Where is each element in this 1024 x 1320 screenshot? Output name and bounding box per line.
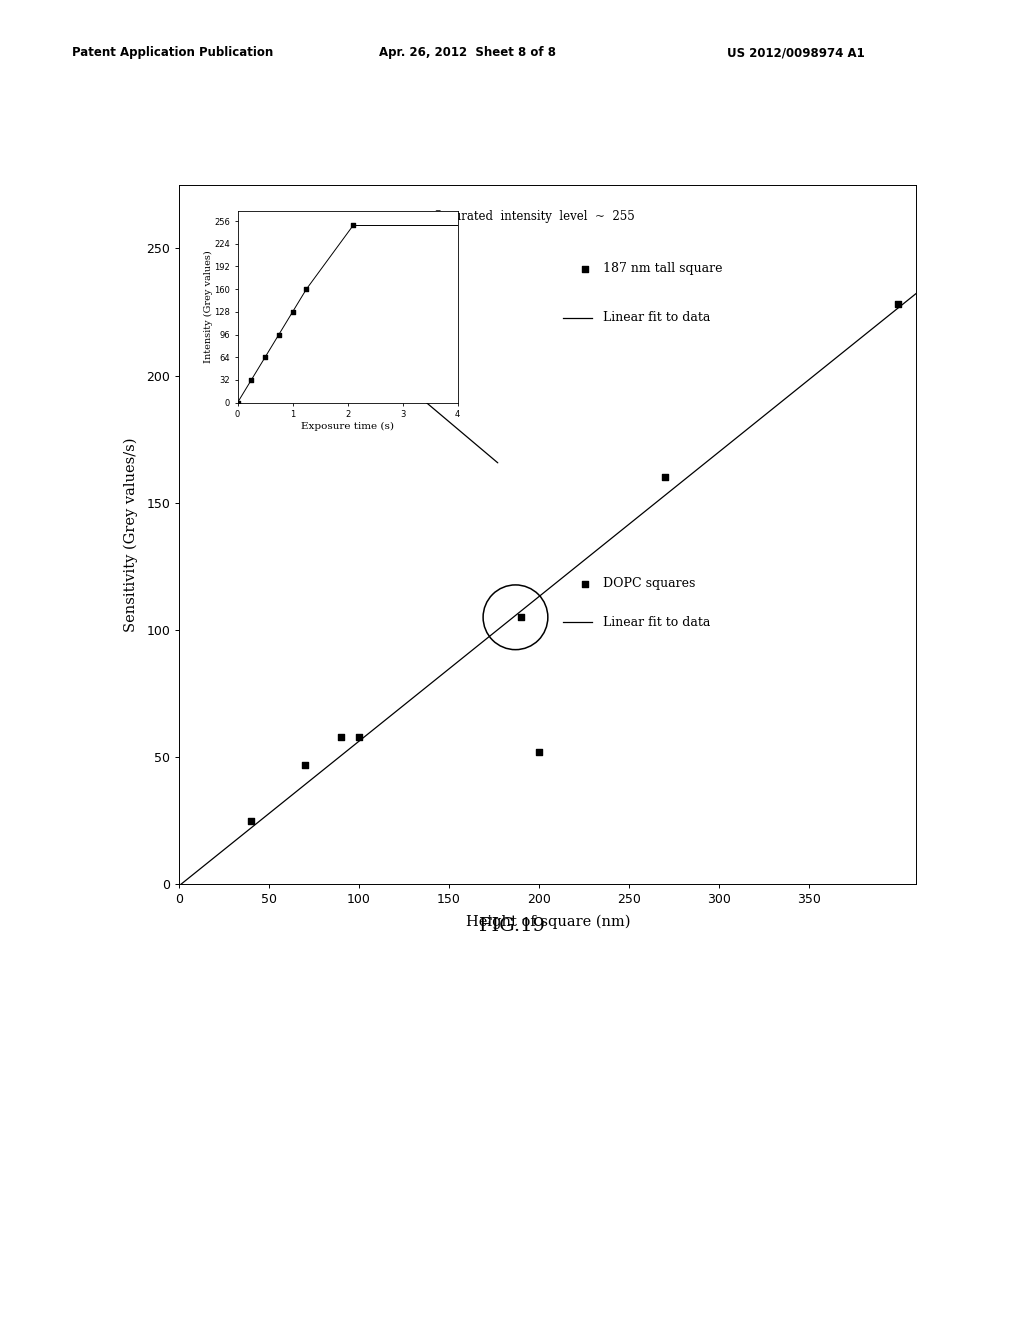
Point [345, 215, 361, 236]
Point [172, 873, 188, 894]
Text: US 2012/0098974 A1: US 2012/0098974 A1 [727, 46, 865, 59]
Point [298, 279, 314, 300]
Point [530, 742, 547, 763]
Point [513, 607, 529, 628]
Text: Linear fit to data: Linear fit to data [603, 312, 711, 325]
Point [333, 726, 349, 747]
Text: Saturated  intensity  level  ~  255: Saturated intensity level ~ 255 [433, 210, 634, 223]
Point [172, 871, 188, 892]
Point [243, 810, 259, 832]
Text: Patent Application Publication: Patent Application Publication [72, 46, 273, 59]
Point [351, 726, 368, 747]
Text: Apr. 26, 2012  Sheet 8 of 8: Apr. 26, 2012 Sheet 8 of 8 [379, 46, 556, 59]
Text: Linear fit to data: Linear fit to data [603, 615, 711, 628]
Point [656, 467, 673, 488]
Text: FIG.19: FIG.19 [478, 916, 546, 935]
Point [890, 294, 906, 315]
Point [297, 754, 313, 775]
Point [257, 347, 273, 368]
Point [270, 323, 287, 345]
Text: 187 nm tall square: 187 nm tall square [603, 263, 723, 276]
Point [229, 392, 246, 413]
Y-axis label: Sensitivity (Grey values/s): Sensitivity (Grey values/s) [124, 437, 138, 632]
Point [243, 370, 259, 391]
X-axis label: Height of square (nm): Height of square (nm) [466, 915, 630, 929]
X-axis label: Exposure time (s): Exposure time (s) [301, 422, 394, 432]
Point [285, 301, 301, 322]
Text: DOPC squares: DOPC squares [603, 577, 695, 590]
Y-axis label: Intensity (Grey values): Intensity (Grey values) [204, 251, 213, 363]
